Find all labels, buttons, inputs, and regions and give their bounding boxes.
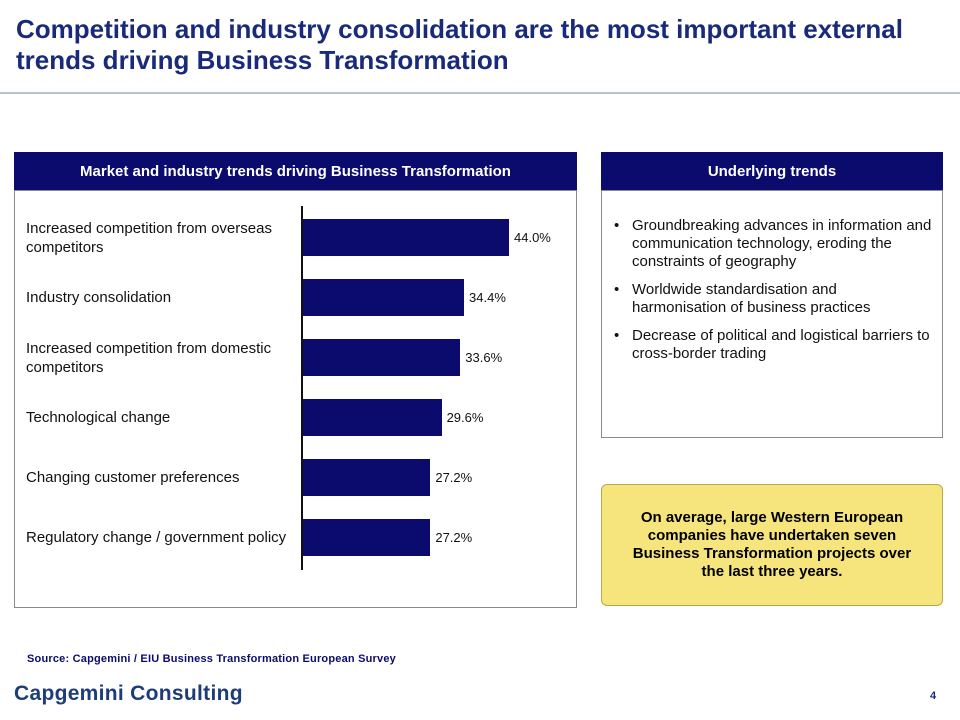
bar-value-label: 44.0% [514, 230, 551, 245]
company-logo: Capgemini Consulting [14, 682, 243, 705]
callout-box: On average, large Western European compa… [601, 484, 943, 606]
bar [303, 399, 442, 436]
trends-panel: • Groundbreaking advances in information… [601, 190, 943, 438]
trends-panel-header: Underlying trends [601, 152, 943, 190]
bar [303, 459, 431, 496]
trend-item: • Groundbreaking advances in information… [602, 217, 932, 271]
bar [303, 219, 509, 256]
trend-item: • Decrease of political and logistical b… [602, 327, 932, 363]
bar-value-label: 34.4% [469, 290, 506, 305]
bullet-icon: • [614, 281, 620, 298]
slide-title: Competition and industry consolidation a… [16, 14, 903, 75]
bar [303, 519, 431, 556]
bar [303, 279, 465, 316]
category-label: Regulatory change / government policy [26, 529, 287, 546]
bar [303, 339, 461, 376]
category-label: Technological change [26, 409, 171, 426]
bar-value-label: 29.6% [446, 410, 484, 425]
page-number: 4 [930, 690, 937, 702]
chart-axis-line [301, 206, 303, 570]
bar-value-label: 27.2% [435, 470, 473, 485]
bullet-icon: • [614, 327, 620, 344]
trend-item-text: Decrease of political and logistical bar… [632, 327, 930, 362]
chart-panel-header: Market and industry trends driving Busin… [14, 152, 577, 190]
trend-item-text: Groundbreaking advances in information a… [632, 217, 932, 270]
trends-list: • Groundbreaking advances in information… [602, 217, 932, 373]
bullet-icon: • [614, 217, 620, 234]
callout-text: On average, large Western European compa… [632, 509, 912, 580]
bar-value-label: 27.2% [435, 530, 473, 545]
category-label: Increased competition from domestic comp… [26, 339, 272, 376]
category-label: Changing customer preferences [26, 469, 240, 486]
chart-panel [14, 190, 577, 608]
bar-chart: Increased competition from overseas comp… [14, 190, 577, 608]
trend-item-text: Worldwide standardisation and harmonisat… [632, 281, 871, 316]
category-label: Industry consolidation [26, 289, 172, 306]
source-note: Source: Capgemini / EIU Business Transfo… [27, 653, 396, 665]
bar-value-label: 33.6% [465, 350, 503, 365]
trend-item: • Worldwide standardisation and harmonis… [602, 281, 932, 317]
category-label: Increased competition from overseas comp… [26, 219, 272, 256]
title-divider [0, 92, 960, 94]
